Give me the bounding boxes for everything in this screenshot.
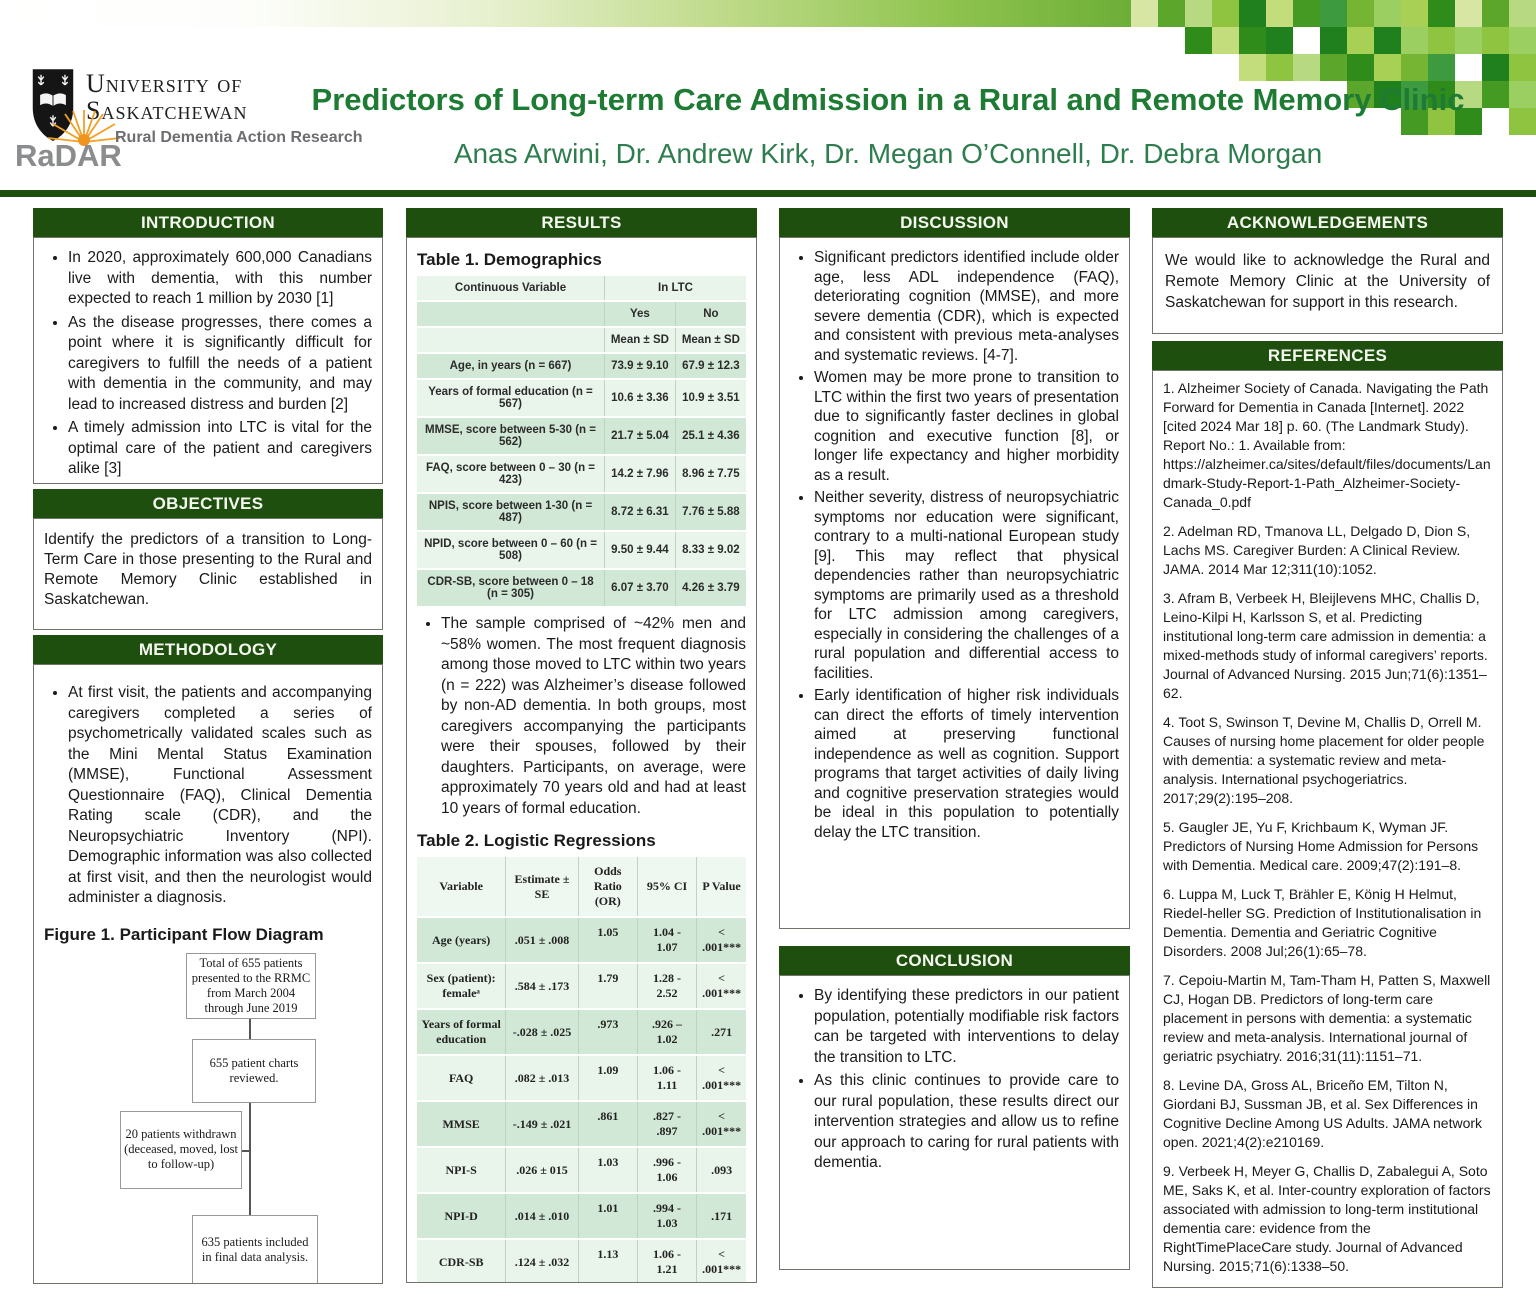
- poster-authors: Anas Arwini, Dr. Andrew Kirk, Dr. Megan …: [453, 138, 1323, 169]
- bullet-item: As the disease progresses, there comes a…: [68, 313, 372, 416]
- reference-item: 6. Luppa M, Luck T, Brähler E, König H H…: [1163, 886, 1482, 959]
- conclusion-content: By identifying these predictors in our p…: [779, 975, 1130, 1270]
- flow-box-total-patients: Total of 655 patients presented to the R…: [186, 952, 316, 1019]
- flow-connector-vertical: [249, 1018, 251, 1217]
- column-introduction: INTRODUCTION In 2020, approximately 600,…: [33, 208, 383, 1284]
- table-row: NPIS, score between 1-30 (n = 487) 8.72 ±…: [417, 492, 746, 531]
- table-row: CDR-SB, score between 0 – 18 (n = 305) 6.…: [417, 568, 746, 606]
- bullet-item: Neither severity, distress of neuropsych…: [814, 488, 1119, 683]
- logistic-regressions-table: Variable Estimate ± SE Odds Ratio (OR) 9…: [417, 855, 746, 1282]
- table-row: Years of formal education -.028 ± .025 .9…: [417, 1008, 746, 1055]
- bullet-item: By identifying these predictors in our p…: [814, 986, 1119, 1068]
- table-row: Sex (patient): femaleᵃ .584 ± .173 1.79 1.…: [417, 962, 746, 1009]
- reference-item: 2. Adelman RD, Tmanova LL, Delgado D, Di…: [1163, 523, 1471, 577]
- table-row: Mean ± SD Mean ± SD: [417, 326, 746, 353]
- discussion-bullets: Significant predictors identified includ…: [790, 248, 1119, 842]
- table-row: Continuous Variable In LTC: [417, 274, 746, 301]
- section-header-results: RESULTS: [406, 208, 757, 237]
- results-sample-bullets: The sample comprised of ~42% men and ~58…: [417, 614, 746, 819]
- usask-shield-icon: [32, 69, 74, 141]
- acknowledgements-text: We would like to acknowledge the Rural a…: [1165, 252, 1490, 311]
- header-mosaic: [1131, 0, 1536, 135]
- table-row: MMSE, score between 5-30 (n = 562) 21.7 ±…: [417, 416, 746, 455]
- acknowledgements-content: We would like to acknowledge the Rural a…: [1152, 237, 1503, 334]
- section-header-introduction: INTRODUCTION: [33, 208, 383, 237]
- methodology-bullets: At first visit, the patients and accompa…: [44, 683, 372, 909]
- section-header-references: REFERENCES: [1152, 341, 1503, 370]
- radar-logo: RaDAR Rural Dementia Action Research: [15, 106, 362, 173]
- discussion-content: Significant predictors identified includ…: [779, 237, 1130, 929]
- section-header-acknowledgements: ACKNOWLEDGEMENTS: [1152, 208, 1503, 237]
- column-results: RESULTS Table 1. Demographics Continuous…: [406, 208, 757, 1283]
- introduction-content: In 2020, approximately 600,000 Canadians…: [33, 237, 383, 484]
- table1-title: Table 1. Demographics: [417, 250, 602, 269]
- reference-item: 1. Alzheimer Society of Canada. Navigati…: [1163, 380, 1491, 510]
- table-row: Variable Estimate ± SE Odds Ratio (OR) 9…: [417, 855, 746, 917]
- flow-box-charts-reviewed: 655 patient charts reviewed.: [192, 1038, 316, 1103]
- results-content: Table 1. Demographics Continuous Variabl…: [406, 237, 757, 1283]
- usask-logo: University of Saskatchewan: [30, 66, 280, 152]
- reference-item: 4. Toot S, Swinson T, Devine M, Challis …: [1163, 714, 1485, 806]
- reference-item: 3. Afram B, Verbeek H, Bleijlevens MHC, …: [1163, 590, 1488, 701]
- flow-chart: Total of 655 patients presented to the R…: [44, 951, 372, 1283]
- table-row: FAQ .082 ± .013 1.09 1.06 - 1.11 < .001***: [417, 1054, 746, 1101]
- bullet-item: Early identification of higher risk indi…: [814, 686, 1119, 842]
- radar-wordmark: RaDAR: [15, 138, 122, 173]
- section-header-objectives: OBJECTIVES: [33, 489, 383, 518]
- reference-item: 7. Cepoiu-Martin M, Tam-Tham H, Patten S…: [1163, 972, 1491, 1064]
- poster-title: Predictors of Long-term Care Admission i…: [311, 82, 1465, 117]
- usask-wordmark: University of Saskatchewan: [86, 69, 248, 125]
- table-row: Yes No: [417, 300, 746, 327]
- reference-item: 5. Gaugler JE, Yu F, Krichbaum K, Wyman …: [1163, 819, 1479, 873]
- section-header-conclusion: CONCLUSION: [779, 946, 1130, 975]
- table-row: CDR-SB .124 ± .032 1.13 1.06 - 1.21 < .001*…: [417, 1238, 746, 1282]
- objectives-content: Identify the predictors of a transition …: [33, 518, 383, 630]
- table-row: Age (years) .051 ± .008 1.05 1.04 - 1.07 < …: [417, 916, 746, 963]
- column-discussion: DISCUSSION Significant predictors identi…: [779, 208, 1130, 1270]
- section-header-discussion: DISCUSSION: [779, 208, 1130, 237]
- header-divider: [0, 190, 1536, 197]
- bullet-item: Women may be more prone to transition to…: [814, 368, 1119, 485]
- flow-connector-horizontal: [236, 1149, 250, 1152]
- flow-box-final-analysis: 635 patients included in final data anal…: [192, 1214, 318, 1283]
- bullet-item: Significant predictors identified includ…: [814, 248, 1119, 365]
- section-header-methodology: METHODOLOGY: [33, 635, 383, 664]
- references-content: 1. Alzheimer Society of Canada. Navigati…: [1152, 370, 1503, 1288]
- methodology-content: At first visit, the patients and accompa…: [33, 664, 383, 1284]
- table-row: FAQ, score between 0 – 30 (n = 423) 14.2 …: [417, 454, 746, 493]
- radar-sunburst-icon: [47, 110, 121, 146]
- reference-item: 9. Verbeek H, Meyer G, Challis D, Zabale…: [1163, 1163, 1491, 1274]
- table-row: Years of formal education (n = 567) 10.6 …: [417, 378, 746, 417]
- table-row: Age, in years (n = 667) 73.9 ± 9.10 67.9 ±…: [417, 352, 746, 379]
- table2-title: Table 2. Logistic Regressions: [417, 831, 656, 850]
- introduction-bullets: In 2020, approximately 600,000 Canadians…: [44, 248, 372, 480]
- reference-item: 8. Levine DA, Gross AL, Briceño EM, Tilt…: [1163, 1077, 1483, 1150]
- table-row: NPI-D .014 ± .010 1.01.994 - 1.03.171: [417, 1192, 746, 1239]
- column-acknowledgements-references: ACKNOWLEDGEMENTS We would like to acknow…: [1152, 208, 1503, 1288]
- radar-tagline: Rural Dementia Action Research: [115, 129, 363, 146]
- bullet-item: A timely admission into LTC is vital for…: [68, 418, 372, 480]
- bullet-item: In 2020, approximately 600,000 Canadians…: [68, 248, 372, 310]
- table-row: NPI-S .026 ± 015 1.03.996 - 1.06.093: [417, 1146, 746, 1193]
- bullet-item: At first visit, the patients and accompa…: [68, 683, 372, 909]
- figure1-title: Figure 1. Participant Flow Diagram: [44, 924, 324, 944]
- table-row: NPID, score between 0 – 60 (n = 508) 9.50…: [417, 530, 746, 569]
- demographics-table: Continuous Variable In LTC Yes No Mean ± …: [417, 274, 746, 606]
- objectives-text: Identify the predictors of a transition …: [44, 531, 372, 608]
- flow-box-withdrawn: 20 patients withdrawn (deceased, moved, …: [120, 1110, 242, 1189]
- conclusion-bullets: By identifying these predictors in our p…: [790, 986, 1119, 1174]
- bullet-item: As this clinic continues to provide care…: [814, 1071, 1119, 1174]
- table-row: MMSE -.149 ± .021 .861.827 - .897 < .001**…: [417, 1100, 746, 1147]
- bullet-item: The sample comprised of ~42% men and ~58…: [441, 614, 746, 819]
